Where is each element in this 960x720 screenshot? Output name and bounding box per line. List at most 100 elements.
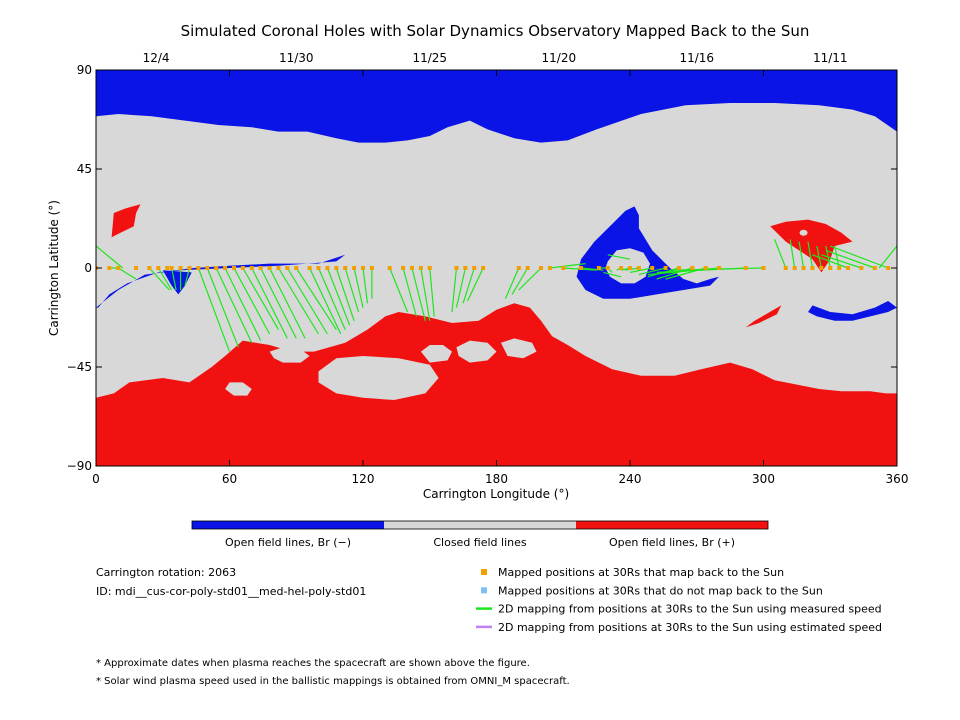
- mapping-line: [411, 267, 426, 321]
- mapped-point: [837, 266, 842, 270]
- color-bar-label: Open field lines, Br (+): [609, 536, 735, 549]
- color-bar-segment: [384, 521, 576, 529]
- mapped-point: [801, 266, 806, 270]
- mapped-point: [828, 266, 833, 270]
- closed-island-3: [318, 356, 439, 400]
- mapping-line: [317, 267, 346, 330]
- mapping-line: [774, 239, 787, 269]
- mapped-point: [676, 266, 681, 270]
- mapped-point: [325, 266, 330, 270]
- closed-island-6: [500, 338, 537, 359]
- legend-marker: [481, 587, 487, 594]
- mapping-lines: [96, 239, 897, 352]
- mapped-point: [810, 266, 815, 270]
- mapped-point: [596, 266, 601, 270]
- mapped-point: [334, 266, 339, 270]
- mapped-point: [859, 266, 864, 270]
- x-tick-label: 300: [752, 472, 775, 486]
- mapped-point: [561, 266, 566, 270]
- mapped-point: [165, 266, 170, 270]
- x-tick-label: 120: [352, 472, 375, 486]
- y-tick-label: −45: [67, 360, 92, 374]
- mapping-line: [148, 267, 170, 291]
- mapped-point: [214, 266, 219, 270]
- mapping-line: [798, 241, 805, 269]
- mapping-line: [549, 263, 586, 269]
- mapping-line: [629, 267, 653, 273]
- date-ticks: 12/4 11/30 11/25 11/20 11/16 11/11: [143, 51, 848, 65]
- mapped-point: [409, 266, 414, 270]
- field-color-bar: Open field lines, Br (−) Closed field lin…: [191, 520, 769, 549]
- mapping-line: [830, 245, 889, 269]
- mapping-line: [518, 267, 542, 291]
- mapping-line: [251, 267, 288, 339]
- legend-label: 2D mapping from positions at 30Rs to the…: [498, 621, 882, 634]
- closed-island-2: [269, 347, 310, 363]
- mapped-point: [361, 266, 365, 270]
- mapping-line: [389, 267, 409, 313]
- note-speed: * Solar wind plasma speed used in the ba…: [96, 676, 570, 687]
- mapped-point: [516, 266, 521, 270]
- color-bar-label: Closed field lines: [433, 536, 527, 549]
- mapped-point: [886, 266, 891, 270]
- mapping-line: [807, 241, 814, 269]
- mapped-point: [690, 266, 695, 270]
- mapping-line: [789, 239, 796, 269]
- mapped-point: [258, 266, 263, 270]
- mapped-point: [285, 266, 290, 270]
- color-bar-segment: [576, 521, 768, 529]
- mapped-point: [169, 266, 174, 270]
- x-tick-label: 60: [222, 472, 237, 486]
- mapped-point: [427, 266, 432, 270]
- date-tick-label: 12/4: [143, 51, 170, 65]
- mapping-line: [286, 267, 328, 335]
- mapped-point: [223, 266, 228, 270]
- positive-northeast-patch: [770, 219, 853, 273]
- mapped-point: [387, 266, 392, 270]
- mapping-line: [96, 245, 124, 269]
- mapped-point: [307, 266, 312, 270]
- mapped-point: [294, 266, 299, 270]
- mapping-line: [878, 245, 897, 269]
- mapping-line: [670, 267, 764, 271]
- legend: Mapped positions at 30Rs that map back t…: [476, 566, 882, 634]
- date-tick-label: 11/20: [542, 51, 577, 65]
- date-tick-label: 11/16: [679, 51, 714, 65]
- color-bar-segment: [192, 521, 384, 529]
- mapped-point: [249, 266, 254, 270]
- mapped-point: [792, 266, 797, 270]
- plot-area: [96, 70, 897, 466]
- mapping-line: [326, 267, 351, 326]
- north-polar-coronal-hole: [96, 70, 897, 143]
- mapped-point: [116, 266, 121, 270]
- mapped-point: [539, 266, 543, 270]
- y-axis-label: Carrington Latitude (°): [47, 200, 61, 336]
- legend-marker: [481, 569, 487, 575]
- positive-northwest-patch: [111, 204, 141, 238]
- mapping-line: [277, 267, 320, 335]
- mapping-line: [420, 267, 431, 321]
- closed-island-1: [225, 382, 252, 396]
- x-tick-label: 0: [92, 472, 100, 486]
- mapping-line: [335, 267, 355, 321]
- mapping-line: [295, 267, 337, 330]
- mapping-line: [353, 267, 364, 308]
- positive-patch-hole: [799, 229, 808, 236]
- field-regions: [96, 70, 897, 466]
- mapped-point: [343, 266, 348, 270]
- mapped-point: [783, 266, 788, 270]
- y-tick-label: 0: [84, 261, 92, 275]
- negative-southeast-patch: [808, 301, 897, 321]
- note-dates: * Approximate dates when plasma reaches …: [96, 658, 530, 669]
- mapping-line: [215, 267, 253, 344]
- mapping-line: [233, 267, 271, 335]
- mapping-line: [825, 249, 875, 269]
- mapping-line: [344, 267, 360, 313]
- mapped-point: [663, 266, 668, 270]
- mapping-line: [157, 267, 173, 291]
- mapped-point: [276, 266, 281, 270]
- mapping-line: [402, 267, 417, 317]
- mapped-point: [761, 266, 766, 270]
- mapped-point: [579, 266, 584, 270]
